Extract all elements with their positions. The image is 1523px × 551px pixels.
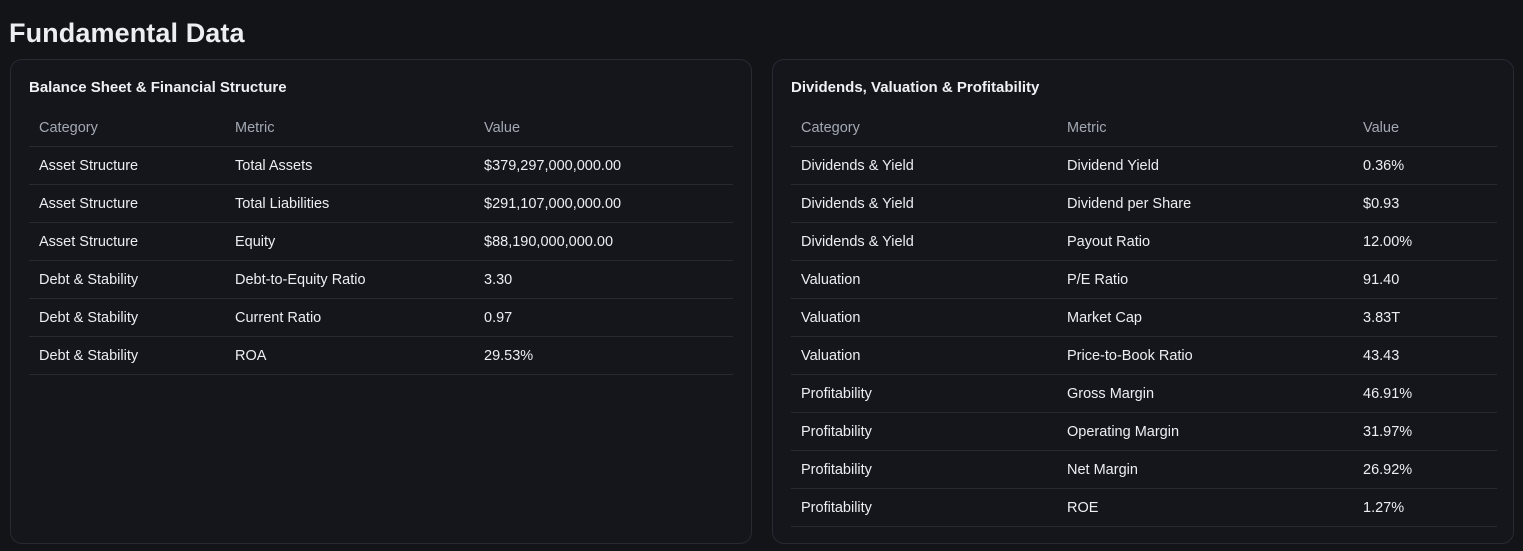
table-header-row: Category Metric Value — [791, 109, 1497, 147]
cell-metric: Gross Margin — [1057, 374, 1353, 413]
table-row: Debt & Stability Current Ratio 0.97 — [29, 298, 733, 337]
column-header-value: Value — [474, 109, 733, 147]
table-row: Valuation P/E Ratio 91.40 — [791, 260, 1497, 299]
cell-metric: Payout Ratio — [1057, 222, 1353, 261]
table-row: Valuation Market Cap 3.83T — [791, 298, 1497, 337]
table-row: Asset Structure Equity $88,190,000,000.0… — [29, 222, 733, 261]
cell-metric: Market Cap — [1057, 298, 1353, 337]
table-row: Debt & Stability ROA 29.53% — [29, 336, 733, 375]
column-header-category: Category — [791, 109, 1057, 147]
table-row: Profitability ROE 1.27% — [791, 488, 1497, 527]
cell-category: Profitability — [791, 488, 1057, 527]
cell-category: Debt & Stability — [29, 336, 225, 375]
cell-value: 3.30 — [474, 260, 733, 299]
cell-value: 3.83T — [1353, 298, 1497, 337]
cell-category: Profitability — [791, 374, 1057, 413]
cell-value: 31.97% — [1353, 412, 1497, 451]
cell-metric: Current Ratio — [225, 298, 474, 337]
cell-category: Asset Structure — [29, 146, 225, 185]
cell-value: 1.27% — [1353, 488, 1497, 527]
balance-sheet-table: Category Metric Value Asset Structure To… — [29, 109, 733, 375]
table-row: Dividends & Yield Payout Ratio 12.00% — [791, 222, 1497, 261]
cell-value: 46.91% — [1353, 374, 1497, 413]
cell-value: $88,190,000,000.00 — [474, 222, 733, 261]
cell-metric: ROE — [1057, 488, 1353, 527]
cell-metric: Dividend per Share — [1057, 184, 1353, 223]
cell-value: 43.43 — [1353, 336, 1497, 375]
table-row: Asset Structure Total Liabilities $291,1… — [29, 184, 733, 223]
table-row: Profitability Net Margin 26.92% — [791, 450, 1497, 489]
table-row: Dividends & Yield Dividend per Share $0.… — [791, 184, 1497, 223]
cell-metric: Total Assets — [225, 146, 474, 185]
cell-category: Asset Structure — [29, 184, 225, 223]
cell-category: Valuation — [791, 260, 1057, 299]
table-row: Profitability Gross Margin 46.91% — [791, 374, 1497, 413]
cell-category: Valuation — [791, 336, 1057, 375]
table-row: Debt & Stability Debt-to-Equity Ratio 3.… — [29, 260, 733, 299]
cell-metric: Equity — [225, 222, 474, 261]
column-header-metric: Metric — [225, 109, 474, 147]
cell-value: $291,107,000,000.00 — [474, 184, 733, 223]
table-row: Profitability Operating Margin 31.97% — [791, 412, 1497, 451]
cell-metric: P/E Ratio — [1057, 260, 1353, 299]
valuation-card: Dividends, Valuation & Profitability Cat… — [772, 59, 1514, 544]
table-row: Asset Structure Total Assets $379,297,00… — [29, 146, 733, 185]
cell-value: 0.36% — [1353, 146, 1497, 185]
cell-category: Profitability — [791, 412, 1057, 451]
table-row: Valuation Price-to-Book Ratio 43.43 — [791, 336, 1497, 375]
cell-category: Asset Structure — [29, 222, 225, 261]
cell-metric: Dividend Yield — [1057, 146, 1353, 185]
cell-value: 12.00% — [1353, 222, 1497, 261]
cell-metric: Price-to-Book Ratio — [1057, 336, 1353, 375]
valuation-table: Category Metric Value Dividends & Yield … — [791, 109, 1497, 527]
cell-category: Dividends & Yield — [791, 146, 1057, 185]
cell-metric: ROA — [225, 336, 474, 375]
cell-value: $379,297,000,000.00 — [474, 146, 733, 185]
cell-category: Debt & Stability — [29, 260, 225, 299]
cell-value: 0.97 — [474, 298, 733, 337]
cell-category: Dividends & Yield — [791, 222, 1057, 261]
cell-category: Profitability — [791, 450, 1057, 489]
cell-metric: Total Liabilities — [225, 184, 474, 223]
valuation-title: Dividends, Valuation & Profitability — [791, 79, 1040, 96]
cell-category: Debt & Stability — [29, 298, 225, 337]
cell-category: Dividends & Yield — [791, 184, 1057, 223]
cell-value: $0.93 — [1353, 184, 1497, 223]
cell-value: 29.53% — [474, 336, 733, 375]
page-title: Fundamental Data — [9, 18, 245, 48]
cell-value: 26.92% — [1353, 450, 1497, 489]
balance-sheet-card: Balance Sheet & Financial Structure Cate… — [10, 59, 752, 544]
cell-category: Valuation — [791, 298, 1057, 337]
table-row: Dividends & Yield Dividend Yield 0.36% — [791, 146, 1497, 185]
cell-metric: Net Margin — [1057, 450, 1353, 489]
cell-value: 91.40 — [1353, 260, 1497, 299]
column-header-metric: Metric — [1057, 109, 1353, 147]
column-header-value: Value — [1353, 109, 1497, 147]
cell-metric: Operating Margin — [1057, 412, 1353, 451]
balance-sheet-title: Balance Sheet & Financial Structure — [29, 79, 287, 96]
cell-metric: Debt-to-Equity Ratio — [225, 260, 474, 299]
table-header-row: Category Metric Value — [29, 109, 733, 147]
column-header-category: Category — [29, 109, 225, 147]
